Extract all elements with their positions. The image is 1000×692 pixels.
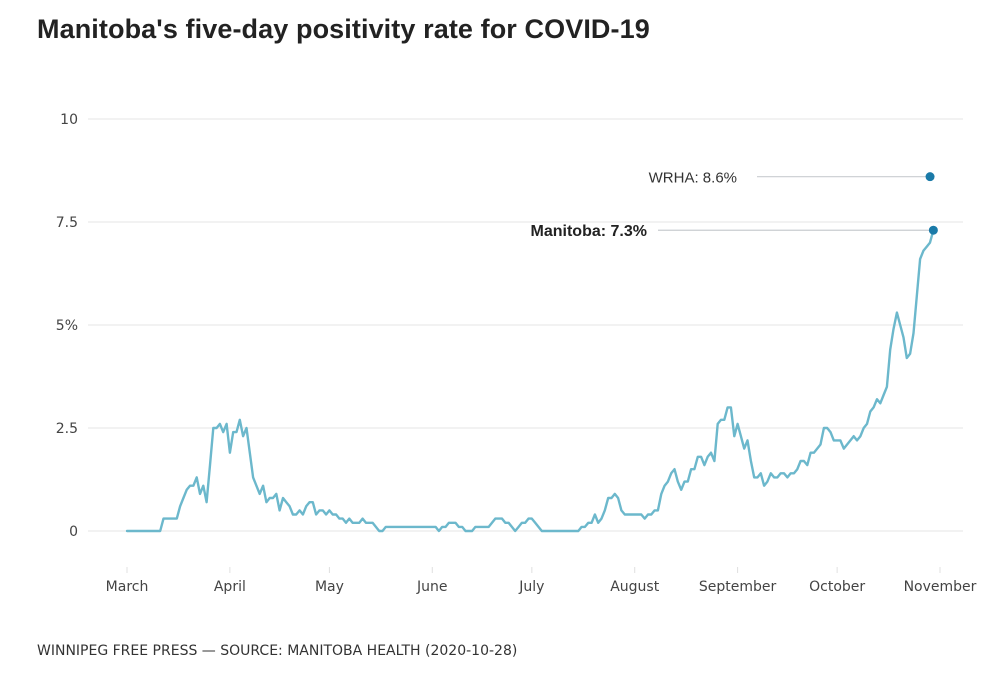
x-tick-label: April	[214, 579, 246, 595]
x-tick-label: May	[315, 579, 344, 595]
x-tick-label: September	[699, 579, 777, 595]
x-tick-label: October	[809, 579, 865, 595]
y-tick-label: 10	[60, 112, 78, 128]
annotation-dot-wrha	[925, 172, 935, 182]
annotations: WRHA: 8.6% Manitoba: 7.3%	[531, 170, 938, 240]
y-axis: 0 2.5 5% 7.5 10	[56, 112, 78, 540]
annotation-dot-manitoba	[928, 225, 938, 235]
series-group	[125, 229, 935, 533]
y-tick-label: 2.5	[56, 421, 78, 437]
y-tick-label: 0	[69, 524, 78, 540]
source-footer: WINNIPEG FREE PRESS — SOURCE: MANITOBA H…	[37, 643, 518, 659]
annotation-label-wrha: WRHA: 8.6%	[649, 170, 737, 187]
annotation-label-manitoba: Manitoba: 7.3%	[531, 223, 647, 240]
series-line-manitoba	[125, 229, 935, 533]
x-tick-label: November	[904, 579, 977, 595]
x-tick-label: July	[518, 579, 544, 595]
y-tick-label: 7.5	[56, 215, 78, 231]
y-tick-label: 5%	[56, 318, 78, 334]
x-tick-label: March	[106, 579, 149, 595]
x-tick-label: June	[416, 579, 448, 595]
gridlines	[88, 118, 963, 532]
x-axis: March April May June July August September Octo…	[106, 567, 977, 595]
x-tick-label: August	[610, 579, 660, 595]
chart-title: Manitoba's five-day positivity rate for …	[37, 14, 650, 44]
